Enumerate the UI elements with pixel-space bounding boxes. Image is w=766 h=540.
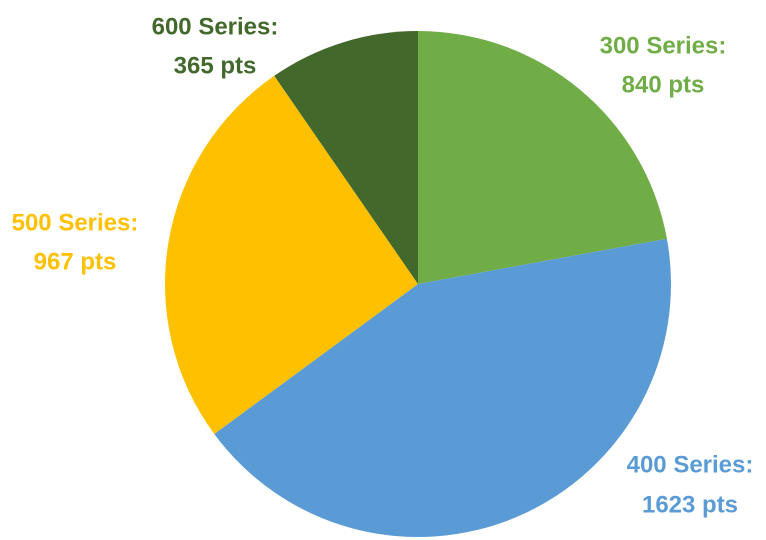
slice-label-name: 300 Series: <box>600 32 727 59</box>
pie-slice-400-series <box>214 238 671 537</box>
slice-label-300-series: 300 Series: 840 pts <box>600 32 727 98</box>
slice-label-value: 967 pts <box>34 248 117 275</box>
slice-label-500-series: 500 Series: 967 pts <box>12 209 139 275</box>
pie-slice-500-series <box>165 75 418 434</box>
slice-label-value: 840 pts <box>622 71 705 98</box>
pie-labels: 300 Series: 840 pts 400 Series: 1623 pts 500… <box>12 13 754 518</box>
slice-label-value: 365 pts <box>174 52 257 79</box>
slice-label-600-series: 600 Series: 365 pts <box>152 13 279 79</box>
slice-label-400-series: 400 Series: 1623 pts <box>627 451 754 518</box>
pie-slice-300-series <box>418 31 667 284</box>
slice-label-name: 600 Series: <box>152 13 279 40</box>
pie-slices <box>165 31 671 537</box>
slice-label-value: 1623 pts <box>642 491 738 518</box>
slice-label-name: 500 Series: <box>12 209 139 236</box>
slice-label-name: 400 Series: <box>627 451 754 478</box>
pie-slice-600-series <box>274 31 418 284</box>
